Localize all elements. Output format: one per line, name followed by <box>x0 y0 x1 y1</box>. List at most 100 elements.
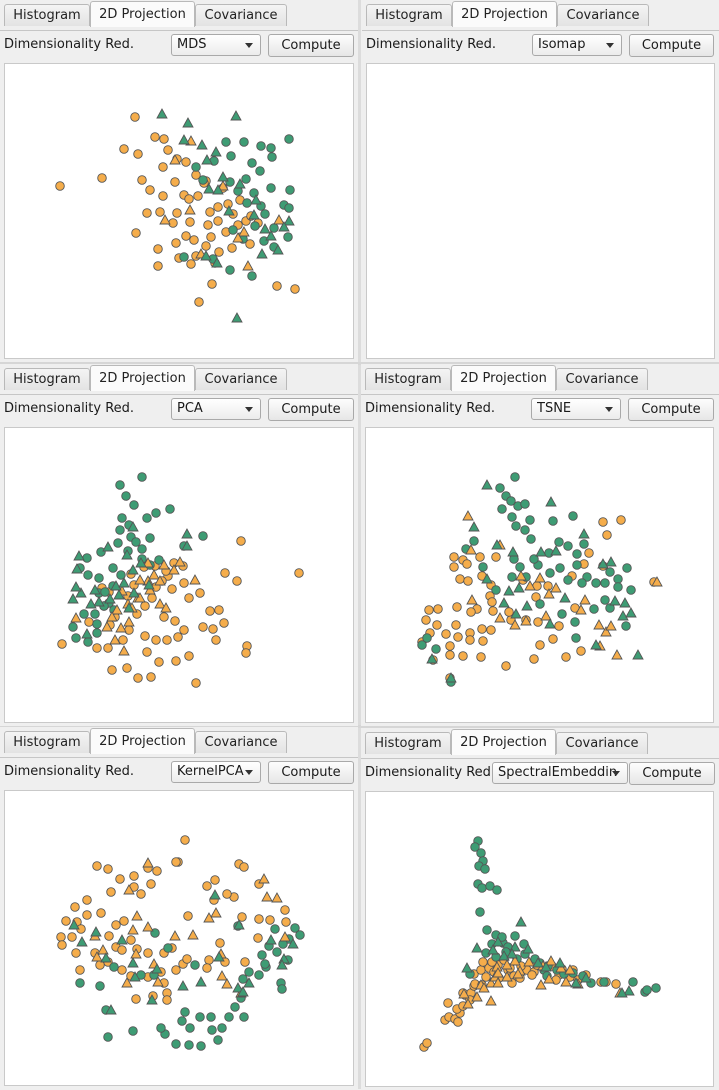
data-point <box>265 915 275 925</box>
tab-histogram[interactable]: Histogram <box>365 368 451 390</box>
data-point <box>260 209 270 219</box>
tab-histogram[interactable]: Histogram <box>4 731 90 753</box>
data-point <box>228 225 238 235</box>
data-point <box>129 500 139 510</box>
data-point <box>544 618 556 629</box>
data-point <box>217 1023 227 1033</box>
scatter-plot[interactable] <box>366 63 715 359</box>
data-point <box>527 970 537 980</box>
data-point <box>152 976 164 987</box>
method-dropdown[interactable]: MDS <box>171 34 261 56</box>
data-point <box>463 576 473 586</box>
projection-panel-1: Histogram 2D Projection Covariance Dimensio… <box>0 0 358 362</box>
tab-divider <box>361 394 719 395</box>
data-point <box>261 891 273 902</box>
data-point <box>250 194 262 205</box>
data-point <box>238 226 250 237</box>
method-dropdown[interactable]: KernelPCA <box>171 761 261 783</box>
scatter-plot[interactable] <box>4 63 354 359</box>
data-point <box>510 472 520 482</box>
compute-button[interactable]: Compute <box>268 34 354 57</box>
data-point <box>555 563 565 573</box>
vertical-splitter[interactable] <box>358 0 361 1089</box>
data-point <box>67 932 77 942</box>
compute-button[interactable]: Compute <box>268 761 354 784</box>
tab-2d-projection[interactable]: 2D Projection <box>90 365 195 391</box>
tab-2d-projection[interactable]: 2D Projection <box>451 729 556 755</box>
tab-covariance[interactable]: Covariance <box>556 368 648 390</box>
data-point <box>625 607 637 618</box>
data-point <box>137 175 147 185</box>
data-point <box>158 191 168 201</box>
tab-histogram[interactable]: Histogram <box>4 368 90 390</box>
data-point <box>254 970 264 980</box>
data-point <box>422 633 432 643</box>
tab-histogram[interactable]: Histogram <box>366 4 452 26</box>
data-point <box>600 595 610 605</box>
scatter-plot[interactable] <box>365 427 714 723</box>
data-point <box>492 977 504 988</box>
data-point <box>501 959 513 970</box>
data-point <box>445 641 455 651</box>
tab-covariance[interactable]: Covariance <box>195 731 287 753</box>
data-point <box>509 955 521 966</box>
tab-covariance[interactable]: Covariance <box>557 4 649 26</box>
method-dropdown[interactable]: TSNE <box>531 398 621 420</box>
data-point <box>543 581 553 591</box>
horizontal-splitter-1[interactable] <box>0 362 719 365</box>
data-point <box>458 988 470 999</box>
data-point <box>272 281 282 291</box>
tab-2d-projection[interactable]: 2D Projection <box>452 1 557 27</box>
data-point <box>94 573 104 583</box>
method-dropdown[interactable]: PCA <box>171 398 261 420</box>
data-point <box>515 570 527 581</box>
compute-button[interactable]: Compute <box>628 398 714 421</box>
tab-2d-projection[interactable]: 2D Projection <box>90 1 195 27</box>
data-point <box>241 174 251 184</box>
data-point <box>531 592 541 602</box>
data-point <box>605 620 617 631</box>
scatter-plot[interactable] <box>365 791 714 1087</box>
data-point <box>554 621 564 631</box>
data-point <box>445 650 455 660</box>
data-point <box>102 541 114 552</box>
data-point <box>122 663 132 673</box>
data-point <box>555 962 567 973</box>
data-point <box>105 1004 117 1015</box>
tab-covariance[interactable]: Covariance <box>195 4 287 26</box>
method-dropdown-value: KernelPCA <box>177 764 244 779</box>
data-point <box>131 228 141 238</box>
data-point <box>221 978 233 989</box>
tab-histogram[interactable]: Histogram <box>365 732 451 754</box>
data-point <box>106 887 116 897</box>
compute-button[interactable]: Compute <box>629 34 714 57</box>
method-dropdown-value: Isomap <box>538 37 586 52</box>
compute-button[interactable]: Compute <box>629 762 715 785</box>
method-dropdown[interactable]: SpectralEmbeddin <box>492 762 628 784</box>
tab-2d-projection[interactable]: 2D Projection <box>451 365 556 391</box>
data-point <box>219 618 229 628</box>
data-point <box>441 629 451 639</box>
data-point <box>559 592 571 603</box>
tab-histogram[interactable]: Histogram <box>4 4 90 26</box>
tab-covariance[interactable]: Covariance <box>556 732 648 754</box>
scatter-plot[interactable] <box>4 427 354 723</box>
data-point <box>100 587 110 597</box>
scatter-plot[interactable] <box>4 790 354 1086</box>
data-point <box>177 1016 187 1026</box>
data-point <box>170 177 180 187</box>
data-point <box>146 994 158 1005</box>
method-dropdown[interactable]: Isomap <box>532 34 622 56</box>
data-point <box>492 936 504 947</box>
data-point <box>247 271 257 281</box>
data-point <box>224 1012 234 1022</box>
data-point <box>127 564 139 575</box>
compute-button[interactable]: Compute <box>268 398 354 421</box>
data-point <box>543 973 555 984</box>
tab-covariance[interactable]: Covariance <box>195 368 287 390</box>
horizontal-splitter-2[interactable] <box>0 725 719 728</box>
data-point <box>223 205 235 216</box>
tab-2d-projection[interactable]: 2D Projection <box>90 728 195 754</box>
data-point <box>510 608 522 619</box>
data-point <box>117 513 127 523</box>
